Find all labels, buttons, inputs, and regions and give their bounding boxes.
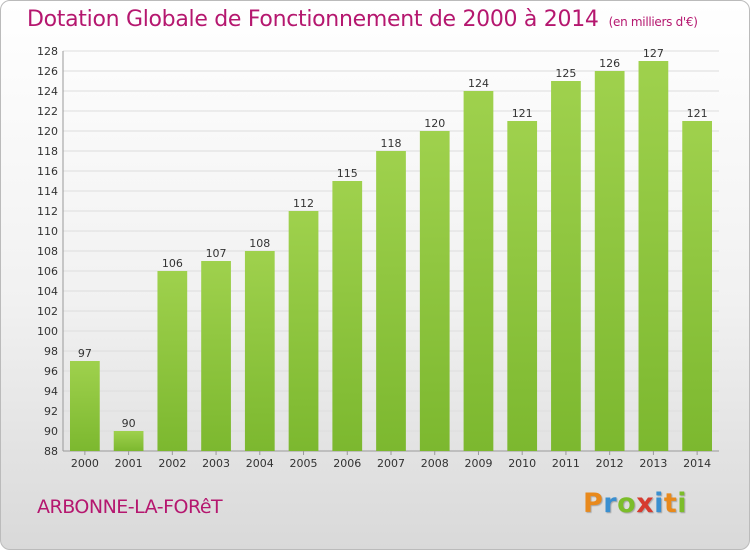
x-tick-label: 2007 <box>377 457 405 470</box>
value-label-2007: 118 <box>381 137 402 150</box>
x-tick-label: 2013 <box>639 457 667 470</box>
y-tick-label: 108 <box>37 245 58 258</box>
x-tick-label: 2001 <box>115 457 143 470</box>
logo-letter: r <box>603 488 618 519</box>
bar-2003 <box>201 261 231 451</box>
value-label-2012: 126 <box>599 57 620 70</box>
x-tick-label: 2008 <box>421 457 449 470</box>
y-tick-label: 98 <box>44 345 58 358</box>
y-tick-label: 88 <box>44 445 58 458</box>
y-tick-label: 120 <box>37 125 58 138</box>
logo-letter: t <box>663 488 678 519</box>
bar-2002 <box>157 271 188 451</box>
y-tick-label: 116 <box>37 165 58 178</box>
x-tick-label: 2004 <box>246 457 274 470</box>
x-tick-label: 2000 <box>71 457 99 470</box>
y-tick-label: 110 <box>37 225 58 238</box>
y-tick-label: 92 <box>44 405 58 418</box>
value-label-2010: 121 <box>512 107 533 120</box>
y-tick-label: 114 <box>37 185 58 198</box>
labels: 88 90 92 94 96 98 100 102 104 106 108 110 112 114 116 1… <box>37 45 711 470</box>
value-label-2003: 107 <box>206 247 227 260</box>
y-tick-label: 102 <box>37 305 58 318</box>
x-tick-label: 2012 <box>596 457 624 470</box>
bar-2004 <box>244 251 275 451</box>
x-tick-label: 2002 <box>158 457 186 470</box>
logo-letter: i <box>654 488 664 519</box>
value-label-2002: 106 <box>162 257 183 270</box>
chart-title-text: Dotation Globale de Fonctionnement de 20… <box>27 7 599 32</box>
bars <box>69 61 713 451</box>
y-tick-label: 124 <box>37 85 58 98</box>
x-tick-label: 2014 <box>683 457 711 470</box>
chart-unit-subtitle: (en milliers d'€) <box>608 15 698 29</box>
value-label-2006: 115 <box>337 167 358 180</box>
bar-2009 <box>463 91 494 451</box>
value-label-2005: 112 <box>293 197 314 210</box>
y-tick-label: 106 <box>37 265 58 278</box>
bar-2014 <box>682 121 713 451</box>
bar-2001 <box>113 431 144 451</box>
chart-title: Dotation Globale de Fonctionnement de 20… <box>27 7 698 32</box>
y-tick-label: 112 <box>37 205 58 218</box>
bar-2011 <box>551 81 581 451</box>
value-label-2008: 120 <box>424 117 445 130</box>
value-label-2004: 108 <box>249 237 270 250</box>
bar-2012 <box>594 71 625 451</box>
value-label-2000: 97 <box>78 347 92 360</box>
y-tick-label: 100 <box>37 325 58 338</box>
y-tick-label: 126 <box>37 65 58 78</box>
bar-2006 <box>332 181 363 451</box>
logo-letter: o <box>617 488 637 519</box>
y-tick-label: 90 <box>44 425 58 438</box>
value-label-2009: 124 <box>468 77 489 90</box>
bar-2007 <box>376 151 406 451</box>
bar-2013 <box>638 61 669 451</box>
value-label-2014: 121 <box>687 107 708 120</box>
x-tick-label: 2006 <box>333 457 361 470</box>
y-tick-label: 94 <box>44 385 58 398</box>
value-label-2011: 125 <box>555 67 576 80</box>
bar-2000 <box>69 361 100 451</box>
y-tick-label: 104 <box>37 285 58 298</box>
y-tick-label: 96 <box>44 365 58 378</box>
logo-letter: i <box>677 488 688 519</box>
x-tick-label: 2009 <box>464 457 492 470</box>
bar-2010 <box>507 121 538 451</box>
bar-2008 <box>419 131 450 451</box>
value-label-2013: 127 <box>643 47 664 60</box>
value-label-2001: 90 <box>122 417 136 430</box>
x-tick-label: 2010 <box>508 457 536 470</box>
commune-name: ARBONNE-LA-FORêT <box>37 496 223 518</box>
proxiti-logo: Proxiti <box>583 488 687 519</box>
y-tick-label: 122 <box>37 105 58 118</box>
logo-letter: x <box>636 488 655 519</box>
x-tick-label: 2003 <box>202 457 230 470</box>
bar-2005 <box>288 211 319 451</box>
x-tick-label: 2005 <box>290 457 318 470</box>
logo-letter: P <box>583 488 604 519</box>
x-tick-label: 2011 <box>552 457 580 470</box>
y-tick-label: 128 <box>37 45 58 58</box>
y-tick-label: 118 <box>37 145 58 158</box>
